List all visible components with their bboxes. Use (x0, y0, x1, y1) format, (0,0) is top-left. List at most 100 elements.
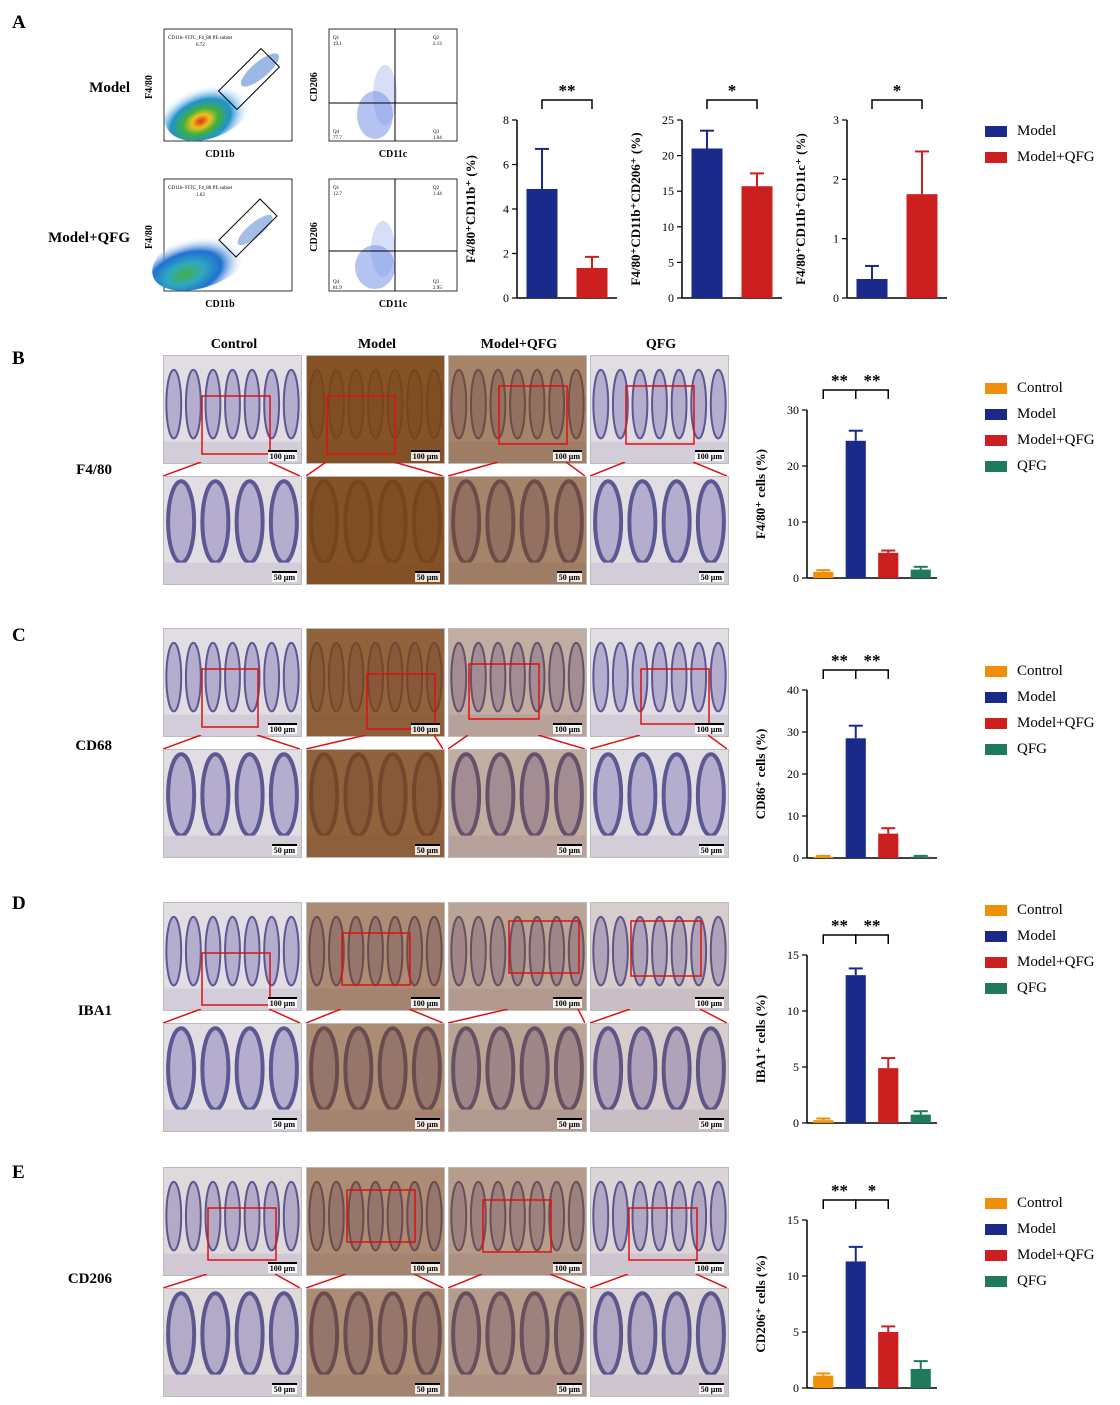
scale-bar-label: 100 μm (410, 1262, 440, 1273)
legend-label: Control (1017, 662, 1063, 679)
y-tick-label: 15 (787, 1213, 799, 1227)
scale-bar-label: 50 μm (556, 571, 582, 582)
legend-label: Control (1017, 1194, 1063, 1211)
column-header-control: Control (210, 337, 258, 352)
row-label-iba1: IBA1 (77, 1003, 112, 1019)
micrograph-bottom: 50 μm (163, 476, 302, 585)
legend-swatch (985, 956, 1007, 968)
legend-swatch (985, 743, 1007, 755)
micrograph-top: 100 μm (306, 355, 445, 464)
zoom-region-box (498, 385, 568, 445)
zoom-connector (306, 1274, 443, 1288)
micrograph-bottom: 50 μm (306, 749, 445, 858)
zoom-connector (306, 1009, 443, 1023)
legend-panel-b: Control Model Model+QFG QFG (985, 375, 1095, 479)
legend-label: Model+QFG (1017, 1246, 1095, 1263)
tissue-image (307, 1289, 444, 1396)
zoom-connector (163, 462, 300, 476)
q3-label: Q3 1.04 (433, 130, 442, 141)
legend-item-model-qfg: Model+QFG (985, 949, 1095, 975)
q4-label: Q4 81.9 (333, 280, 342, 291)
zoom-region-box (201, 668, 259, 728)
scale-bar-label: 100 μm (552, 450, 582, 461)
x-axis-label: CD11b (205, 299, 235, 310)
scale-bar-label: 100 μm (694, 450, 724, 461)
tissue-image (591, 356, 728, 463)
legend-item-model: Model (985, 118, 1095, 144)
tissue-image (307, 903, 444, 1010)
zoom-region-box (346, 1189, 416, 1243)
tissue-image (307, 1168, 444, 1275)
bar-control (813, 856, 834, 858)
bar-control (813, 1120, 834, 1123)
scale-bar-label: 100 μm (694, 1262, 724, 1273)
legend-swatch (985, 1249, 1007, 1261)
scale-bar-label: 50 μm (271, 1118, 297, 1129)
y-tick-label: 10 (787, 1269, 799, 1283)
legend-item-model: Model (985, 923, 1095, 949)
gate-title: CD11b- FITC_F4_80 PE subset (168, 186, 233, 191)
significance-bracket (855, 1199, 889, 1209)
y-tick-label: 6 (503, 158, 509, 172)
y-tick-label: 10 (787, 1004, 799, 1018)
micrograph-top: 100 μm (306, 628, 445, 737)
bar-model (526, 188, 558, 298)
micrograph-top: 100 μm (448, 902, 587, 1011)
legend-item-qfg: QFG (985, 736, 1095, 762)
micrograph-bottom: 50 μm (448, 1288, 587, 1397)
micrograph-top: 100 μm (163, 355, 302, 464)
y-tick-label: 0 (793, 571, 799, 585)
column-header-model: Model (357, 337, 397, 352)
tissue-image (307, 1024, 444, 1131)
panel-letter-a: A (12, 12, 26, 33)
scale-bar-label: 100 μm (552, 1262, 582, 1273)
legend-label: Model+QFG (1017, 714, 1095, 731)
significance-stars: * (868, 1181, 877, 1200)
tissue-image (164, 356, 301, 463)
y-tick-label: 8 (503, 113, 509, 127)
significance-stars: ** (559, 81, 576, 100)
legend-swatch (985, 1223, 1007, 1235)
legend-panel-e: Control Model Model+QFG QFG (985, 1190, 1095, 1294)
scale-bar-label: 50 μm (271, 844, 297, 855)
y-tick-label: 2 (503, 247, 509, 261)
panel-letter-e: E (12, 1162, 25, 1183)
scale-bar-label: 100 μm (410, 723, 440, 734)
y-tick-label: 0 (793, 851, 799, 865)
bar-qfg (910, 1114, 931, 1123)
legend-item-model: Model (985, 684, 1095, 710)
scale-bar-label: 50 μm (698, 1383, 724, 1394)
tissue-image (449, 1289, 586, 1396)
micrograph-top: 100 μm (448, 355, 587, 464)
y-tick-label: 0 (503, 291, 509, 305)
tissue-image (591, 903, 728, 1010)
y-tick-label: 3 (833, 113, 839, 127)
y-axis-title: F4/80⁺CD11b⁺ (%) (463, 155, 478, 263)
significance-stars: * (728, 81, 737, 100)
y-tick-label: 0 (833, 291, 839, 305)
y-axis-label: F4/80 (144, 75, 155, 99)
scale-bar-label: 50 μm (414, 1383, 440, 1394)
legend-swatch (985, 151, 1007, 163)
bar-model (845, 1261, 866, 1388)
row-label-cd206: CD206 (67, 1271, 112, 1287)
tissue-image (307, 477, 444, 584)
y-tick-label: 30 (787, 403, 799, 417)
legend-swatch (985, 460, 1007, 472)
micrograph-bottom: 50 μm (306, 476, 445, 585)
scale-bar-label: 100 μm (552, 723, 582, 734)
row-label-model-qfg: Model+QFG (48, 230, 130, 246)
tissue-image (449, 356, 586, 463)
y-axis-label: CD206 (309, 222, 320, 251)
bar-chart-iba1-cells: 0 5 10 15 IBA1⁺ cells (%) ** ** (753, 916, 937, 1130)
y-tick-label: 30 (787, 725, 799, 739)
q1-label: Q1 12.7 (333, 186, 342, 197)
zoom-region-box (201, 395, 271, 455)
zoom-connector (163, 735, 300, 749)
legend-swatch (985, 665, 1007, 677)
q3-label: Q3 2.95 (433, 280, 442, 291)
legend-item-model-qfg: Model+QFG (985, 1242, 1095, 1268)
significance-bracket (822, 669, 857, 679)
q2-label: Q2 1.44 (433, 186, 442, 197)
tissue-image (449, 477, 586, 584)
